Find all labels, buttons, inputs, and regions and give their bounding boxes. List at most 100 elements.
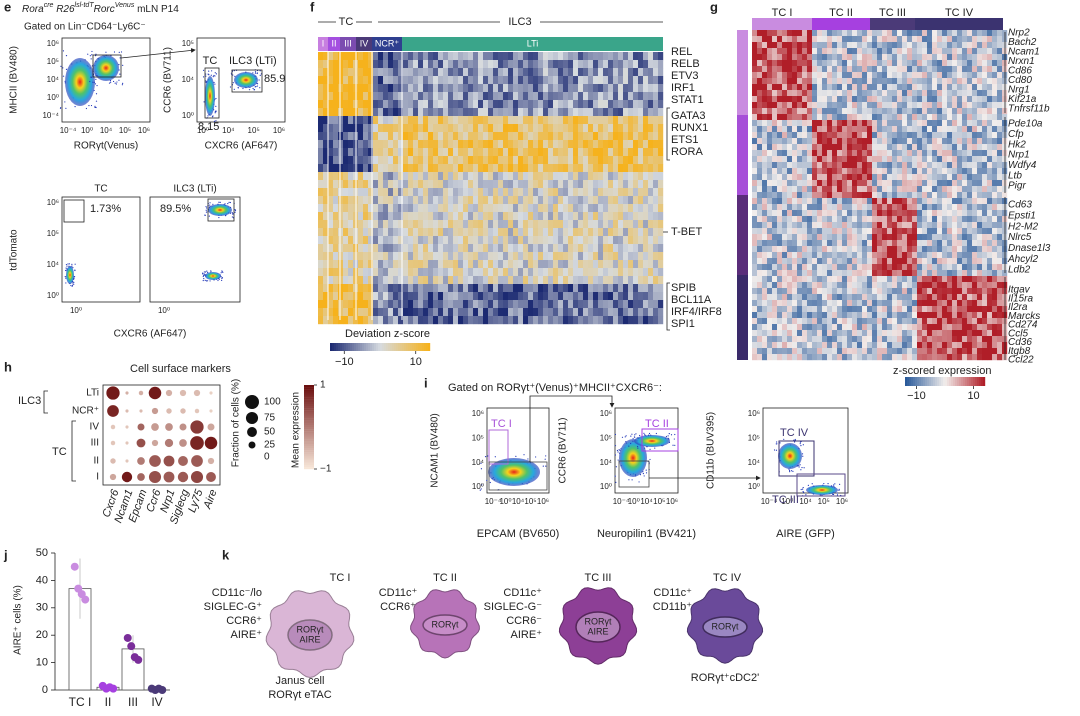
heatmap-texture	[917, 90, 923, 97]
heatmap-texture	[583, 140, 589, 149]
heatmap-texture	[917, 120, 923, 127]
heatmap-texture	[777, 246, 783, 253]
heatmap-texture	[902, 198, 908, 205]
heatmap-texture	[633, 316, 639, 325]
colorbar-cell	[338, 343, 341, 351]
heatmap-texture	[847, 210, 853, 217]
heatmap-texture	[643, 124, 649, 133]
heatmap-texture	[633, 156, 639, 165]
heatmap-texture	[453, 212, 459, 221]
heatmap-texture	[343, 52, 349, 61]
heatmap-texture	[927, 84, 933, 91]
heatmap-texture	[348, 108, 354, 117]
heatmap-texture	[897, 216, 903, 223]
heatmap-texture	[478, 60, 484, 69]
heatmap-texture	[762, 270, 768, 277]
heatmap-texture	[453, 164, 459, 173]
heatmap-texture	[498, 140, 504, 149]
heatmap-texture	[762, 72, 768, 79]
heatmap-texture	[553, 204, 559, 213]
heatmap-texture	[528, 228, 534, 237]
heatmap-texture	[338, 164, 344, 173]
heatmap-texture	[393, 196, 399, 205]
heatmap-texture	[528, 220, 534, 229]
heatmap-texture	[648, 140, 654, 149]
heatmap-texture	[797, 84, 803, 91]
heatmap-texture	[762, 180, 768, 187]
heatmap-texture	[757, 234, 763, 241]
heatmap-texture	[867, 30, 873, 37]
heatmap-texture	[827, 234, 833, 241]
heatmap-texture	[767, 240, 773, 247]
heatmap-texture	[807, 240, 813, 247]
heatmap-texture	[633, 212, 639, 221]
heatmap-texture	[458, 228, 464, 237]
event-dot	[254, 71, 257, 73]
event-dot	[206, 280, 209, 282]
heatmap-texture	[583, 92, 589, 101]
heatmap-texture	[458, 108, 464, 117]
heatmap-texture	[907, 102, 913, 109]
heatmap-texture	[842, 114, 848, 121]
heatmap-texture	[393, 316, 399, 325]
heatmap-texture	[862, 198, 868, 205]
heatmap-texture	[383, 236, 389, 245]
heatmap-texture	[967, 180, 973, 187]
heatmap-texture	[892, 138, 898, 145]
heatmap-texture	[867, 126, 873, 133]
heatmap-texture	[613, 284, 619, 293]
heatmap-texture	[927, 150, 933, 157]
heatmap-texture	[543, 132, 549, 141]
heatmap-texture	[418, 140, 424, 149]
heatmap-texture	[812, 102, 818, 109]
heatmap-texture	[418, 196, 424, 205]
heatmap-texture	[503, 308, 509, 317]
heatmap-texture	[583, 292, 589, 301]
heatmap-texture	[378, 172, 384, 181]
heatmap-texture	[877, 72, 883, 79]
gate-value: 1.73%	[90, 203, 121, 215]
heatmap-texture	[498, 308, 504, 317]
heatmap-texture	[503, 292, 509, 301]
heatmap-texture	[528, 308, 534, 317]
heatmap-texture	[323, 68, 329, 77]
heatmap-texture	[403, 140, 409, 149]
heatmap-texture	[388, 212, 394, 221]
heatmap-texture	[862, 42, 868, 49]
heatmap-texture	[463, 172, 469, 181]
heatmap-texture	[553, 252, 559, 261]
heatmap-texture	[543, 268, 549, 277]
heatmap-texture	[618, 316, 624, 325]
heatmap-texture	[992, 96, 998, 103]
heatmap-texture	[558, 220, 564, 229]
colorbar-cell	[422, 343, 425, 351]
heatmap-texture	[338, 220, 344, 229]
heatmap-texture	[897, 264, 903, 271]
heatmap-texture	[812, 114, 818, 121]
event-dot	[231, 216, 234, 218]
heatmap-texture	[453, 148, 459, 157]
heatmap-texture	[927, 114, 933, 121]
heatmap-texture	[323, 180, 329, 189]
gene-label: RELB	[671, 58, 700, 70]
heatmap-texture	[348, 204, 354, 213]
heatmap-texture	[802, 132, 808, 139]
heatmap-texture	[767, 72, 773, 79]
heatmap-texture	[488, 164, 494, 173]
heatmap-texture	[842, 270, 848, 277]
heatmap-texture	[887, 90, 893, 97]
heatmap-texture	[563, 148, 569, 157]
heatmap-texture	[942, 246, 948, 253]
heatmap-texture	[882, 84, 888, 91]
heatmap-texture	[972, 210, 978, 217]
heatmap-texture	[638, 52, 644, 61]
heatmap-texture	[658, 316, 664, 325]
heatmap-texture	[373, 84, 379, 93]
heatmap-texture	[997, 78, 1003, 85]
heatmap-texture	[917, 216, 923, 223]
heatmap-texture	[638, 132, 644, 141]
heatmap-texture	[658, 268, 664, 277]
event-dot	[208, 215, 210, 217]
heatmap-texture	[777, 114, 783, 121]
heatmap-texture	[832, 198, 838, 205]
